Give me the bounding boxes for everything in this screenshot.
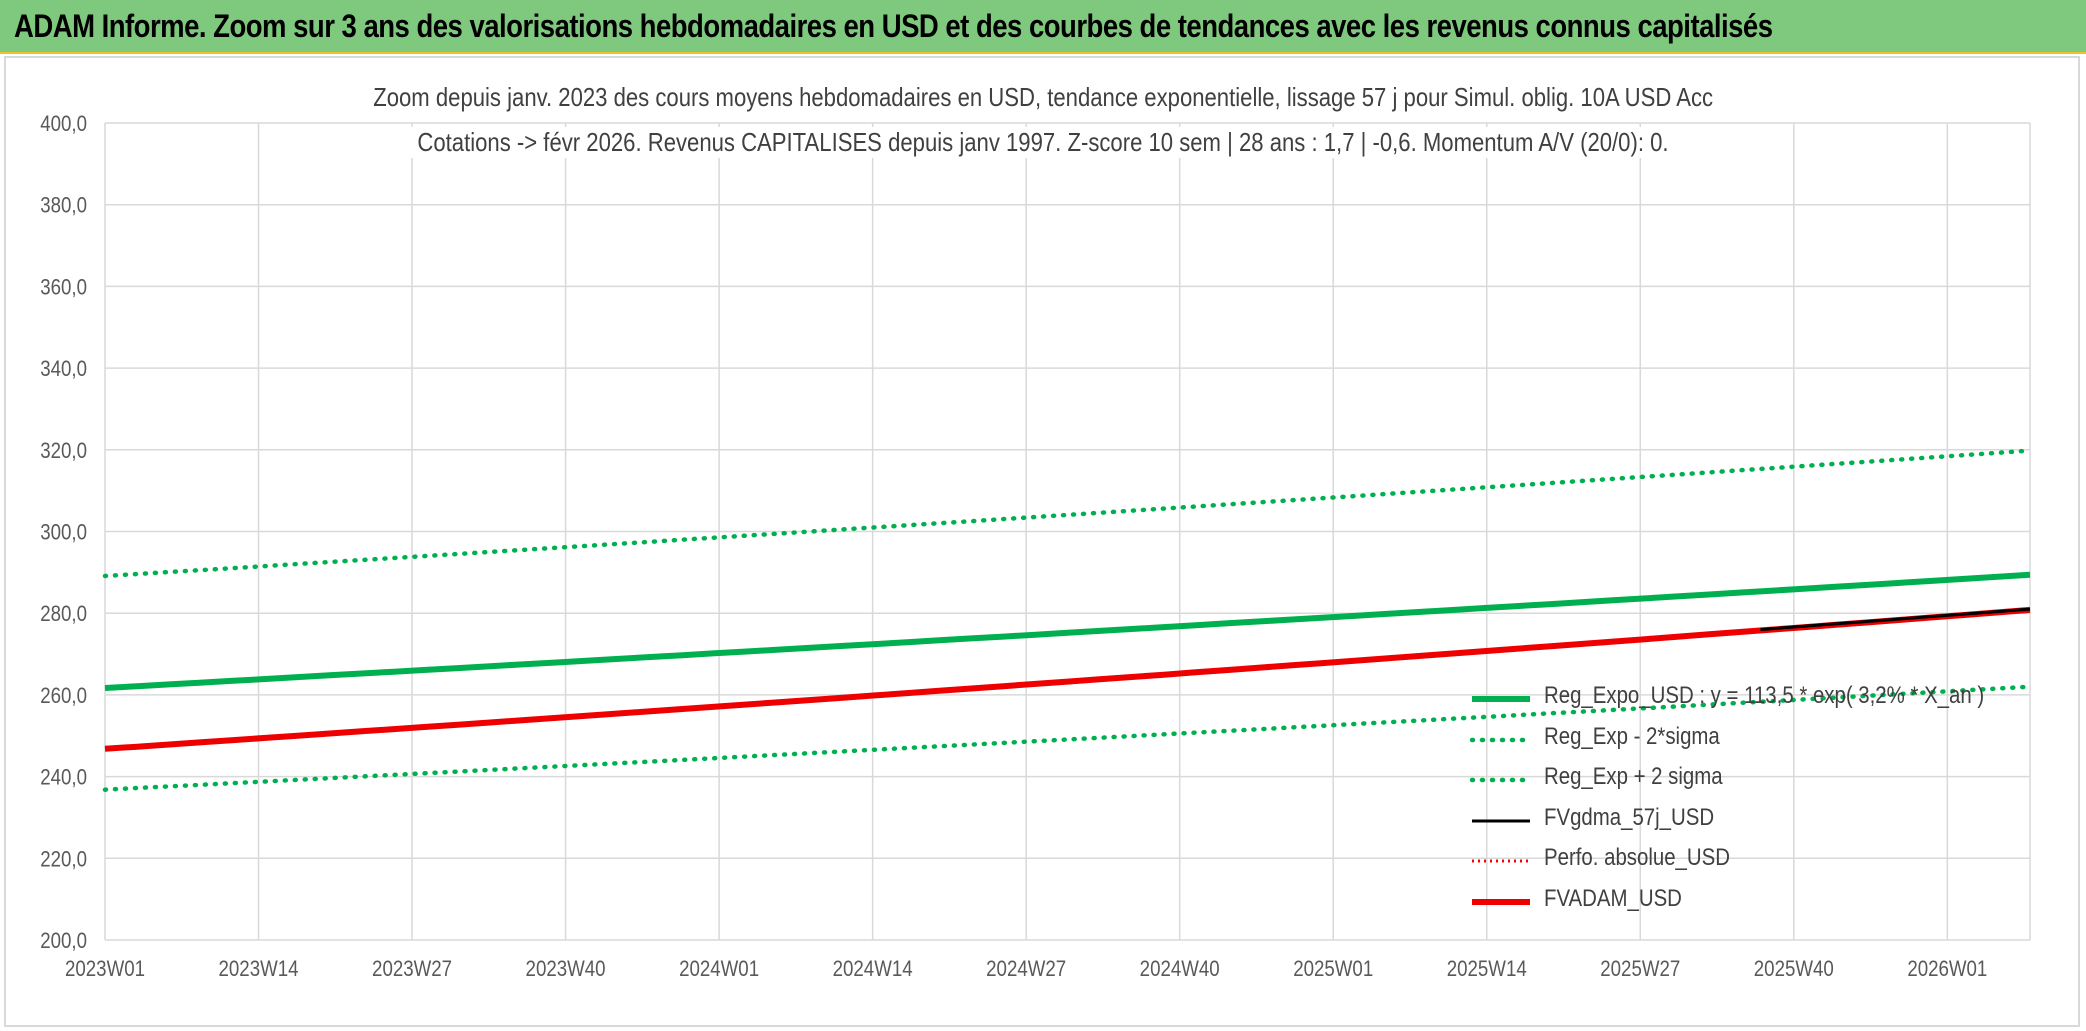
- legend-swatch: [1469, 732, 1533, 742]
- y-tick-label: 240,0: [40, 766, 87, 790]
- legend-entry: Reg_Exp - 2*sigma: [1469, 717, 2062, 758]
- report-title: ADAM Informe. Zoom sur 3 ans des valoris…: [14, 8, 1773, 44]
- y-tick-label: 260,0: [40, 685, 87, 709]
- chart-title-line-2: Cotations -> févr 2026. Revenus CAPITALI…: [0, 127, 2086, 158]
- series-line: [102, 684, 2033, 792]
- legend-swatch: [1469, 772, 1533, 783]
- series-line: [1760, 607, 2031, 631]
- x-tick-label: 2025W27: [1600, 958, 1680, 982]
- legend-entry: Perfo. absolue_USD: [1470, 838, 2062, 879]
- legend-label: FVADAM_USD: [1544, 884, 1682, 912]
- legend-label: Reg_Expo_USD : y = 113,5 * exp( 3,2% * X…: [1544, 682, 1985, 710]
- y-tick-label: 320,0: [40, 439, 87, 463]
- report-banner: ADAM Informe. Zoom sur 3 ans des valoris…: [0, 0, 2086, 54]
- chart-legend: Reg_Expo_USD : y = 113,5 * exp( 3,2% * X…: [1469, 676, 2062, 920]
- series-line: [104, 571, 2031, 691]
- legend-label: FVgdma_57j_USD: [1544, 803, 1715, 831]
- legend-label: Perfo. absolue_USD: [1544, 844, 1730, 872]
- x-tick-label: 2024W40: [1140, 958, 1220, 982]
- legend-label: Reg_Exp + 2 sigma: [1544, 763, 1723, 791]
- y-tick-label: 340,0: [40, 358, 87, 382]
- series-line: [104, 606, 2031, 752]
- x-tick-label: 2023W27: [372, 958, 452, 982]
- y-tick-label: 200,0: [40, 930, 87, 954]
- chart-series: [102, 448, 2033, 792]
- legend-swatch: [1470, 853, 1532, 863]
- x-axis-ticks: 2023W01 2023W14 2023W27 2023W40 2024W01 2024W…: [65, 958, 1987, 982]
- x-tick-label: 2025W40: [1754, 958, 1834, 982]
- y-tick-label: 360,0: [40, 276, 87, 300]
- y-tick-label: 220,0: [40, 848, 87, 872]
- y-tick-label: 300,0: [40, 521, 87, 545]
- x-tick-label: 2025W14: [1447, 958, 1527, 982]
- legend-swatch: [1470, 691, 1532, 703]
- x-tick-label: 2023W01: [65, 958, 145, 982]
- x-tick-label: 2026W01: [1907, 958, 1987, 982]
- series-line: [102, 448, 2033, 579]
- x-tick-label: 2024W14: [833, 958, 913, 982]
- legend-swatch: [1470, 813, 1532, 823]
- legend-entry: Reg_Exp + 2 sigma: [1469, 757, 2062, 798]
- legend-label: Reg_Exp - 2*sigma: [1544, 722, 1720, 750]
- legend-swatch: [1470, 894, 1532, 905]
- chart-grid: [104, 122, 2031, 941]
- legend-entry: FVgdma_57j_USD: [1470, 798, 2062, 839]
- chart-title-line-1: Zoom depuis janv. 2023 des cours moyens …: [0, 82, 2086, 113]
- x-tick-label: 2023W40: [526, 958, 606, 982]
- y-axis-ticks: 200,0 220,0 240,0 260,0 280,0 300,0 320,0 340,0…: [40, 113, 87, 954]
- legend-entry: FVADAM_USD: [1470, 879, 2062, 920]
- x-tick-label: 2024W01: [679, 958, 759, 982]
- chart-frame: [4, 56, 2080, 1027]
- x-tick-label: 2024W27: [986, 958, 1066, 982]
- y-tick-label: 280,0: [40, 603, 87, 627]
- x-tick-label: 2023W14: [219, 958, 299, 982]
- y-tick-label: 380,0: [40, 194, 87, 218]
- x-tick-label: 2025W01: [1293, 958, 1373, 982]
- legend-entry: Reg_Expo_USD : y = 113,5 * exp( 3,2% * X…: [1470, 676, 2062, 717]
- y-tick-label: 400,0: [40, 113, 87, 137]
